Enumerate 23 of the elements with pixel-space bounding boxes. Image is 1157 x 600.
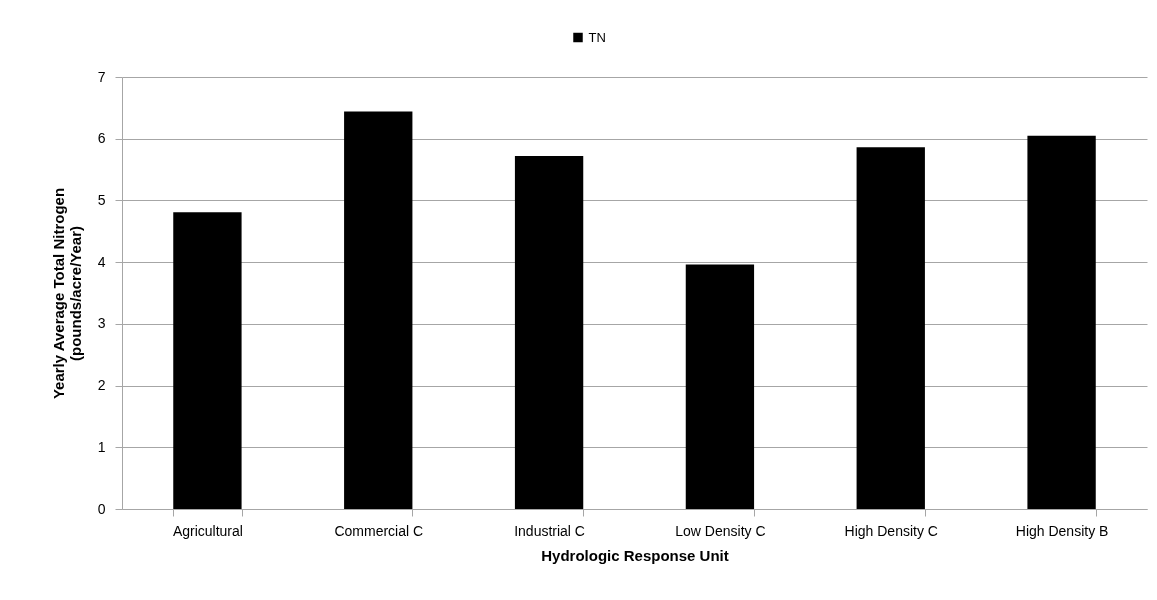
y-tick-label: 4 xyxy=(97,253,106,270)
x-tick-label: Commercial C xyxy=(334,522,424,539)
bar xyxy=(856,147,925,509)
x-tick-label: Low Density C xyxy=(675,522,766,539)
x-tick-label: High Density B xyxy=(1015,522,1109,539)
bar xyxy=(514,155,584,509)
x-tick-label: High Density C xyxy=(844,522,938,539)
legend-label: TN xyxy=(588,29,606,45)
y-tick-label: 0 xyxy=(97,500,106,517)
x-tick-label: Industrial C xyxy=(514,522,585,539)
y-tick-label: 2 xyxy=(97,377,106,394)
bar xyxy=(685,264,755,509)
x-axis-title: Hydrologic Response Unit xyxy=(541,546,729,564)
bar xyxy=(344,111,413,509)
bar xyxy=(1027,135,1096,509)
bar xyxy=(173,212,242,509)
y-tick-label: 6 xyxy=(97,130,106,147)
x-tick-label: Agricultural xyxy=(172,522,243,539)
y-tick-label: 7 xyxy=(97,68,106,85)
y-tick-label: 3 xyxy=(97,315,106,332)
y-tick-label: 1 xyxy=(97,438,106,455)
y-tick-label: 5 xyxy=(97,191,106,208)
y-axis-title: Yearly Average Total Nitrogen (pounds/acre/Year) xyxy=(49,187,84,400)
